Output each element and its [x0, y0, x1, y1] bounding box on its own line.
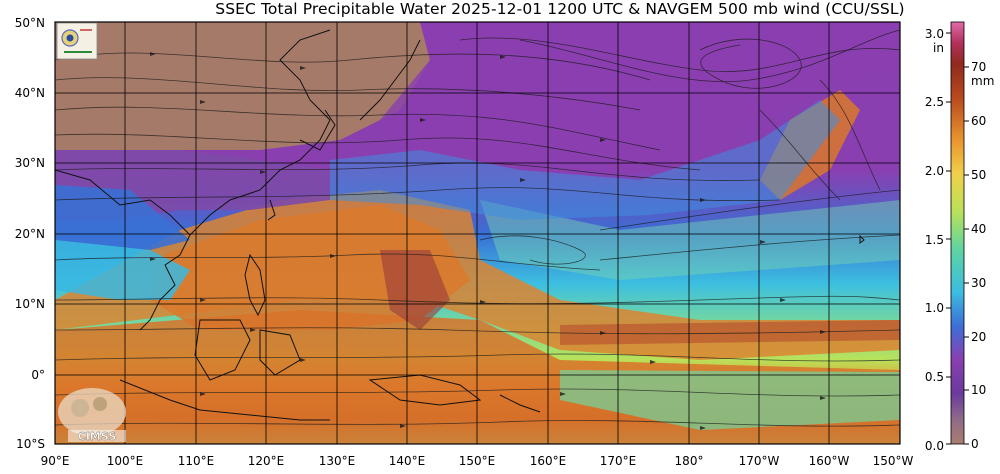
- lat-label: 50°N: [15, 16, 45, 30]
- colorbar-mm-label: 0: [971, 437, 979, 451]
- lon-label: 150°W: [873, 454, 914, 468]
- lon-label: 100°E: [107, 454, 144, 468]
- graticule: [55, 22, 900, 444]
- colorbar-mm-label: 50: [971, 168, 986, 182]
- lon-label: 110°E: [178, 454, 215, 468]
- cimss-logo-text: CIMSS: [78, 430, 117, 443]
- colorbar-inch-label: 1.0: [925, 301, 944, 315]
- colorbar-mm-label: 70: [971, 60, 986, 74]
- colorbar: 3.0 in 2.5 2.0 1.5 1.0 0.5 0.0 70 mm 60 …: [925, 21, 994, 453]
- lat-label: 20°N: [15, 227, 45, 241]
- lon-label: 90°E: [41, 454, 70, 468]
- colorbar-mm-label: 10: [971, 383, 986, 397]
- longitude-labels: 90°E 100°E 110°E 120°E 130°E 140°E 150°E…: [41, 454, 914, 468]
- cimss-logo-icon: CIMSS: [58, 388, 126, 443]
- colorbar-inch-label: 1.5: [925, 233, 944, 247]
- colorbar-inch-unit: in: [933, 41, 944, 55]
- colorbar-mm-label: 20: [971, 330, 986, 344]
- map-title: SSEC Total Precipitable Water 2025-12-01…: [215, 0, 905, 18]
- colorbar-mm-label: 30: [971, 276, 986, 290]
- lon-label: 150°E: [459, 454, 496, 468]
- lon-label: 120°E: [248, 454, 285, 468]
- latitude-labels: 50°N 40°N 30°N 20°N 10°N 0° 10°S: [15, 16, 45, 451]
- lon-label: 170°W: [739, 454, 780, 468]
- lat-label: 40°N: [15, 86, 45, 100]
- coastlines: [55, 29, 865, 421]
- lat-label: 30°N: [15, 156, 45, 170]
- colorbar-inch-label: 2.5: [925, 95, 944, 109]
- colorbar-inch-label: 0.0: [925, 439, 944, 453]
- lon-label: 160°E: [530, 454, 567, 468]
- lon-label: 180°: [675, 454, 704, 468]
- tpw-field: [55, 22, 900, 444]
- lon-label: 140°E: [389, 454, 426, 468]
- colorbar-inch-label: 0.5: [925, 370, 944, 384]
- ssec-logo-icon: [56, 22, 98, 60]
- lon-label: 170°E: [600, 454, 637, 468]
- lat-label: 0°: [31, 368, 45, 382]
- lon-label: 160°W: [809, 454, 850, 468]
- colorbar-gradient: [950, 21, 965, 445]
- lat-label: 10°S: [16, 437, 45, 451]
- colorbar-mm-label: 60: [971, 114, 986, 128]
- lat-label: 10°N: [15, 297, 45, 311]
- map-frame: [54, 21, 901, 445]
- colorbar-inch-label: 2.0: [925, 164, 944, 178]
- colorbar-mm-unit: mm: [971, 74, 994, 88]
- lon-label: 130°E: [319, 454, 356, 468]
- colorbar-mm-label: 40: [971, 222, 986, 236]
- colorbar-inch-label: 3.0: [925, 27, 944, 41]
- wind-streamlines: [55, 29, 900, 427]
- wind-arrows: [150, 52, 826, 430]
